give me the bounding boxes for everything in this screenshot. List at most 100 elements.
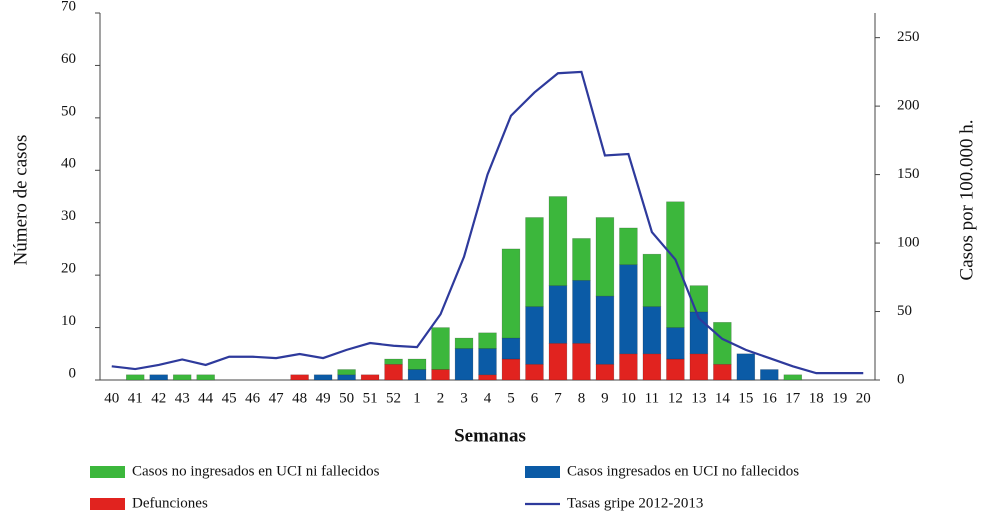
x-tick-label: 11: [645, 390, 659, 406]
y-tick-label: 50: [61, 103, 76, 119]
bar: [548, 342, 568, 381]
x-tick-label: 50: [339, 390, 354, 406]
y-tick-label: 30: [61, 208, 76, 224]
x-tick-label: 20: [856, 390, 871, 406]
bar: [501, 248, 521, 339]
x-tick-label: 1: [413, 390, 421, 406]
x-tick-label: 51: [363, 390, 378, 406]
y-tick-label: 70: [61, 0, 76, 14]
y-tick-label: 40: [61, 156, 76, 172]
bar: [595, 363, 615, 381]
bar: [431, 327, 450, 370]
y-tick-label: 60: [61, 51, 76, 67]
bar: [360, 374, 380, 381]
bar: [689, 353, 709, 381]
bar: [407, 358, 427, 370]
bar: [572, 342, 591, 381]
y2-tick-label: 250: [897, 29, 920, 45]
bar: [619, 227, 638, 265]
y-tick-label: 10: [61, 313, 76, 329]
bar: [619, 264, 638, 355]
bar: [337, 374, 356, 381]
x-tick-label: 10: [621, 390, 636, 406]
y-tick-label: 0: [69, 365, 77, 381]
bar: [595, 295, 615, 365]
bar: [384, 358, 403, 365]
x-tick-label: 47: [269, 390, 285, 406]
bar: [478, 332, 497, 349]
legend-label: Tasas gripe 2012-2013: [567, 495, 703, 511]
line: [111, 70, 864, 375]
bar: [149, 374, 168, 381]
x-tick-label: 18: [809, 390, 824, 406]
bar: [454, 348, 474, 381]
bar: [525, 217, 544, 307]
bar: [337, 369, 356, 376]
x-tick-label: 46: [245, 390, 261, 406]
bar: [642, 253, 662, 307]
bar: [126, 374, 145, 381]
y-axis-label: Número de casos: [10, 135, 31, 266]
bar: [431, 369, 450, 381]
bar: [454, 337, 474, 349]
x-tick-label: 5: [507, 390, 515, 406]
y2-tick-label: 50: [897, 303, 912, 319]
bar: [713, 322, 732, 365]
legend-swatch: [90, 466, 125, 478]
bar: [501, 337, 521, 360]
x-tick-label: 9: [601, 390, 609, 406]
y2-tick-label: 200: [897, 98, 920, 114]
bar: [548, 196, 568, 286]
x-tick-label: 8: [578, 390, 586, 406]
x-tick-label: 6: [531, 390, 539, 406]
legend-swatch: [525, 466, 560, 478]
x-tick-label: 44: [198, 390, 214, 406]
bar: [172, 374, 192, 381]
bar: [642, 353, 662, 381]
x-tick-label: 41: [128, 390, 143, 406]
bar: [642, 306, 662, 355]
x-tick-label: 12: [668, 390, 683, 406]
x-axis-label: Semanas: [454, 425, 526, 446]
legend-swatch: [90, 498, 125, 510]
x-tick-label: 7: [554, 390, 562, 406]
bar: [666, 201, 685, 328]
y2-tick-label: 0: [897, 371, 905, 387]
bar: [384, 363, 403, 381]
bar: [689, 285, 709, 313]
bar: [595, 217, 615, 297]
bar: [666, 358, 685, 381]
bar: [290, 374, 309, 381]
x-tick-label: 15: [738, 390, 753, 406]
bar: [548, 285, 568, 344]
bar: [619, 353, 638, 381]
x-tick-label: 2: [437, 390, 445, 406]
bar: [760, 369, 779, 381]
x-tick-label: 17: [785, 390, 801, 406]
bar: [313, 374, 333, 381]
x-tick-label: 43: [175, 390, 190, 406]
bar: [713, 363, 732, 381]
bar: [407, 369, 427, 381]
x-tick-label: 40: [104, 390, 119, 406]
bar: [572, 238, 591, 281]
bar: [525, 363, 544, 381]
x-tick-label: 3: [460, 390, 468, 406]
y-tick-label: 20: [61, 261, 76, 277]
bar: [736, 353, 756, 381]
bar: [572, 280, 591, 344]
bar: [666, 327, 685, 360]
bar: [783, 374, 803, 381]
y2-tick-label: 100: [897, 234, 920, 250]
x-tick-label: 14: [715, 390, 731, 406]
x-tick-label: 13: [691, 390, 706, 406]
x-tick-label: 4: [484, 390, 492, 406]
bar: [501, 358, 521, 381]
x-tick-label: 16: [762, 390, 778, 406]
legend-label: Casos ingresados en UCI no fallecidos: [567, 463, 799, 479]
y2-tick-label: 150: [897, 166, 920, 182]
legend-label: Casos no ingresados en UCI ni fallecidos: [132, 463, 380, 479]
x-tick-label: 42: [151, 390, 166, 406]
x-tick-label: 52: [386, 390, 401, 406]
